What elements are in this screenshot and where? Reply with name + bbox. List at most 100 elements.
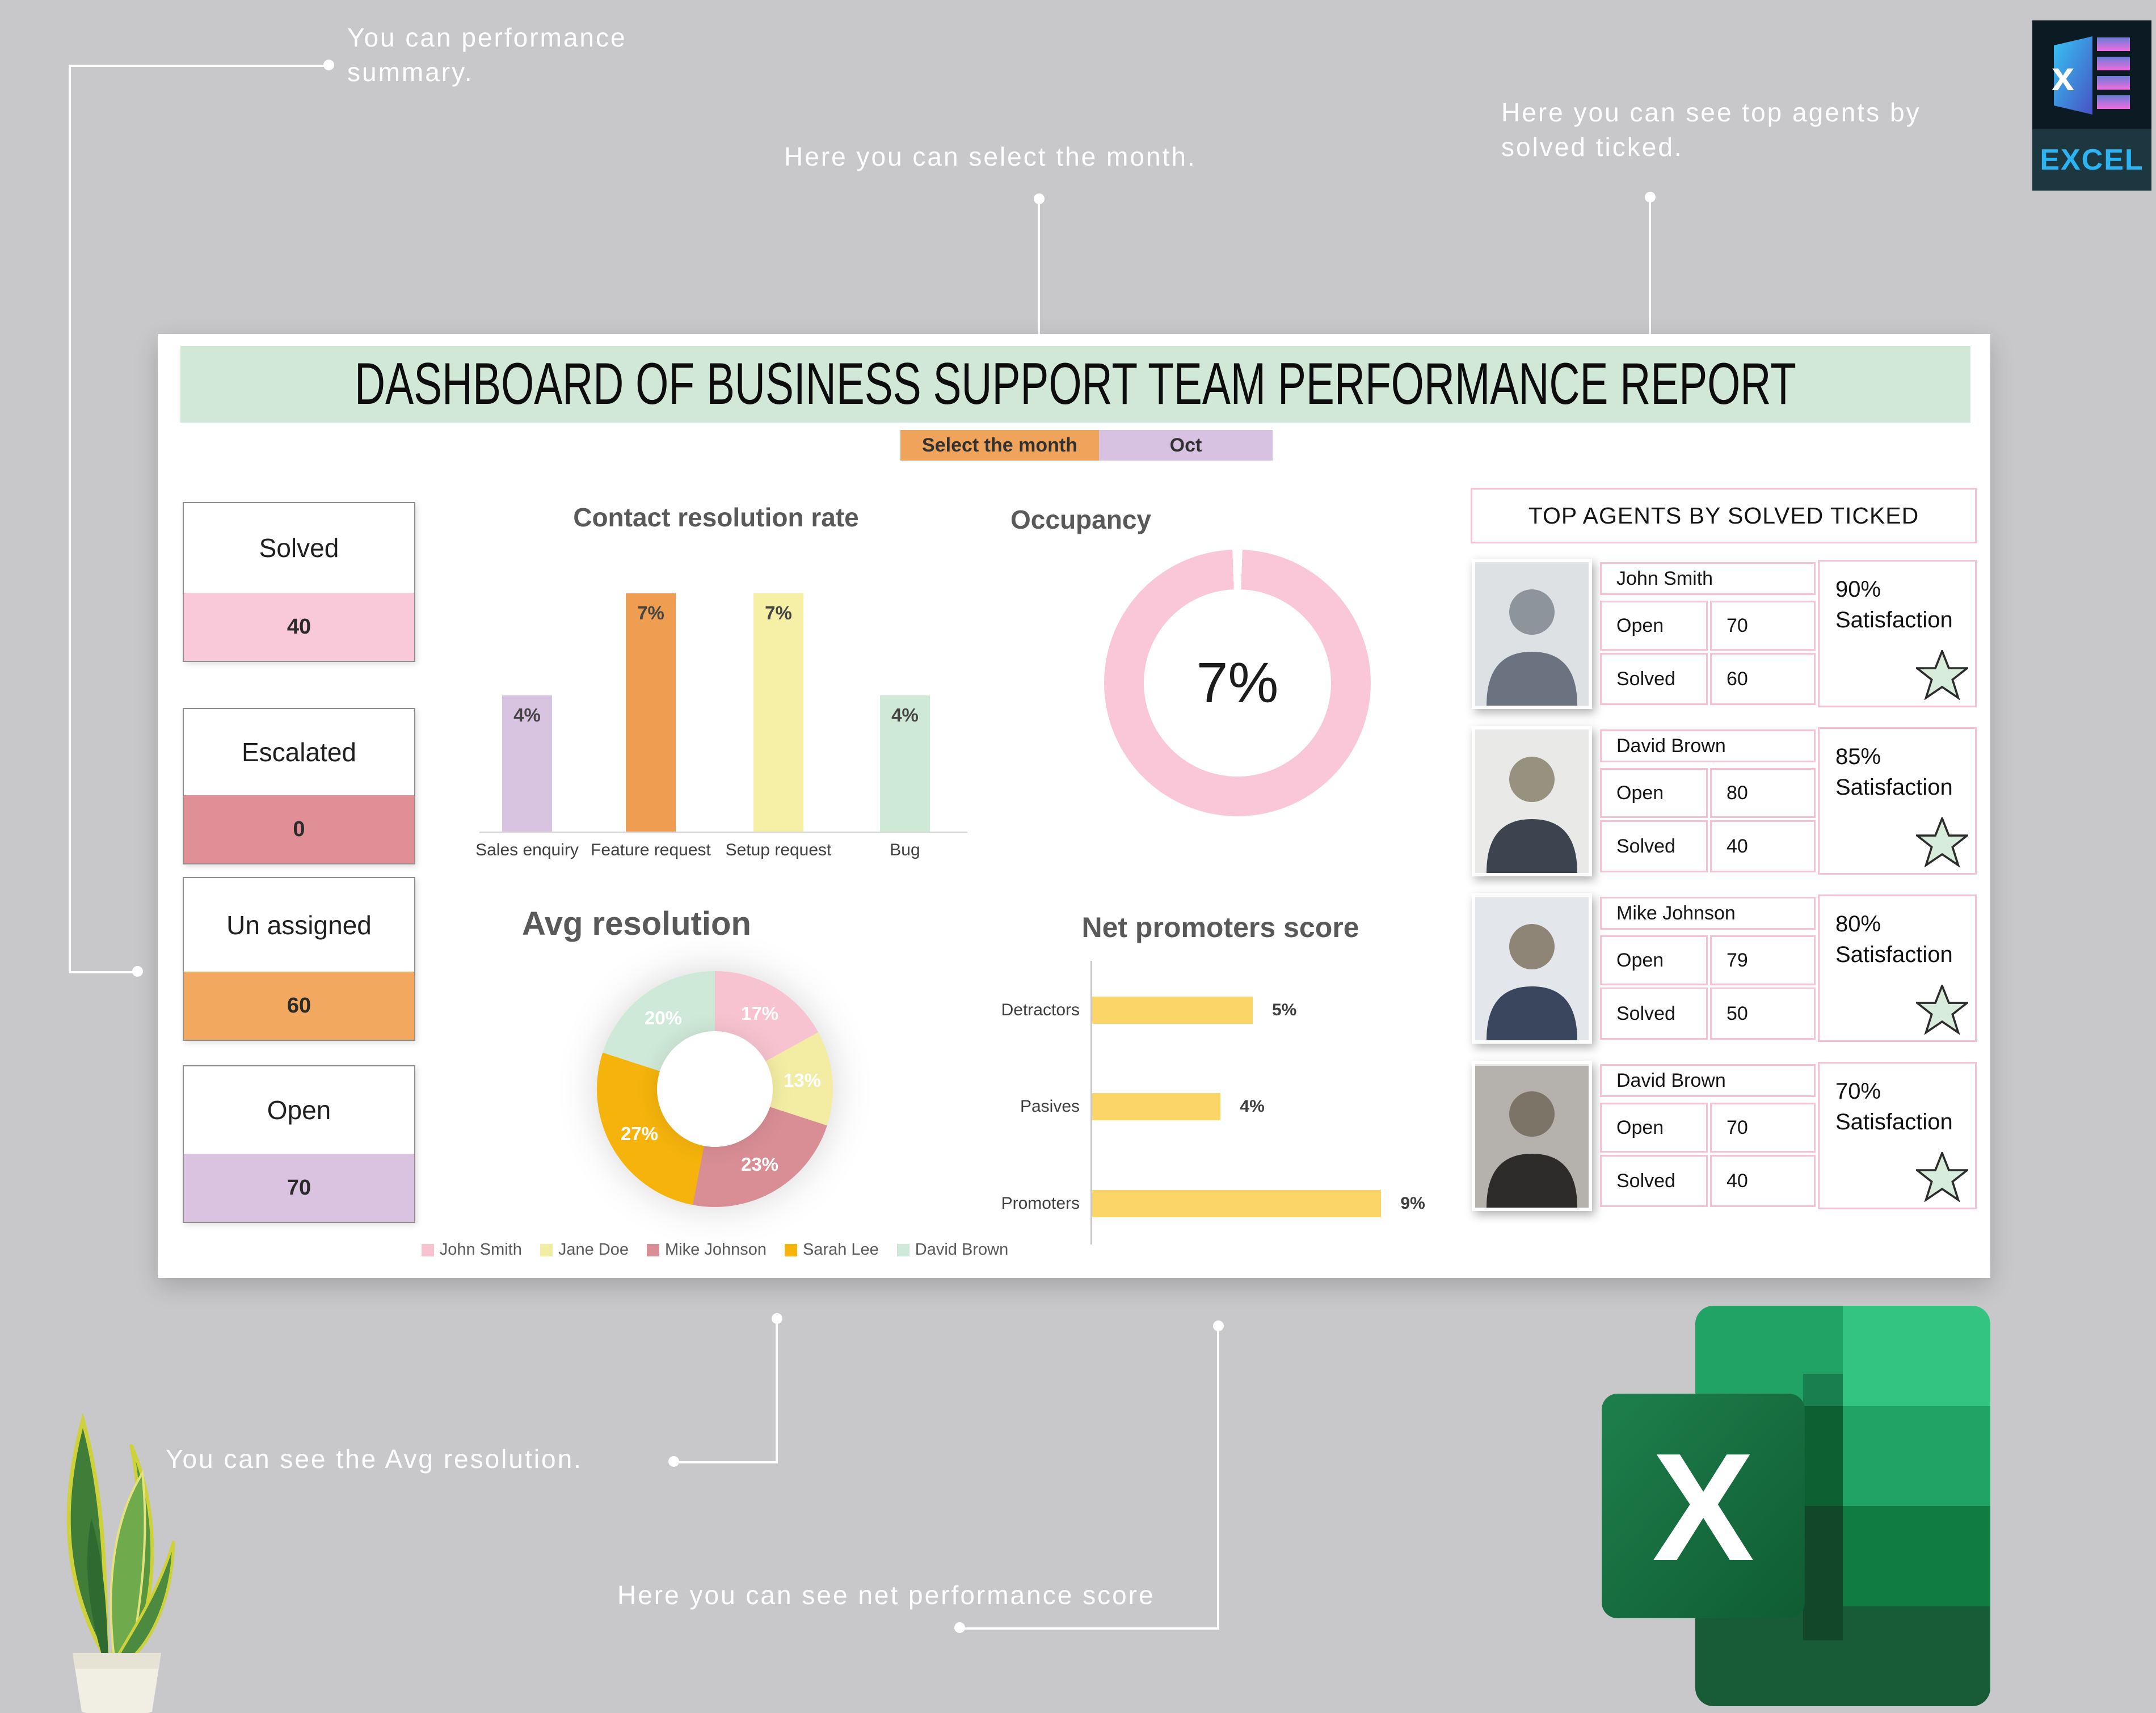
agent-solved-label: Solved xyxy=(1600,1155,1708,1207)
kpi-card-escalated: Escalated 0 xyxy=(183,708,415,864)
bar-setup-request: 7% xyxy=(753,593,803,832)
callout-line xyxy=(1649,202,1651,334)
bar-value-label: 4% xyxy=(1240,1097,1265,1116)
callout-line xyxy=(69,971,138,973)
axis-category-label: Pasives xyxy=(1020,1097,1080,1116)
excel-badge-label-area: EXCEL xyxy=(2032,129,2151,191)
axis-category-label: Setup request xyxy=(725,841,832,859)
callout-dot xyxy=(772,1313,782,1324)
satisfaction-percent: 80% xyxy=(1835,912,1881,936)
agent-name-cell: David Brown xyxy=(1600,1064,1816,1097)
callout-line xyxy=(1217,1331,1219,1630)
agent-open-value: 70 xyxy=(1710,601,1816,651)
excel-logo-graphic: X xyxy=(1602,1306,1990,1706)
satisfaction-word: Satisfaction xyxy=(1835,607,1953,632)
agent-solved-value: 50 xyxy=(1710,988,1816,1040)
satisfaction-word: Satisfaction xyxy=(1835,775,1953,800)
callout-dot xyxy=(668,1456,679,1467)
agent-open-value: 70 xyxy=(1710,1103,1816,1153)
callout-dot xyxy=(132,966,143,977)
kpi-card-solved: Solved 40 xyxy=(183,502,415,662)
kpi-card-open: Open 70 xyxy=(183,1065,415,1223)
kpi-label-area: Un assigned xyxy=(184,878,414,972)
kpi-value: 70 xyxy=(287,1175,311,1200)
annotation-net-performance: Here you can see net performance score xyxy=(617,1580,1155,1610)
axis-category-label: Bug xyxy=(890,841,920,859)
dashboard-title-banner: DASHBOARD OF BUSINESS SUPPORT TEAM PERFO… xyxy=(180,346,1970,423)
legend-item: John Smith xyxy=(421,1241,522,1259)
bar-bug: 4% xyxy=(880,695,930,832)
agent-satisfaction-box: 70% Satisfaction xyxy=(1818,1062,1977,1209)
agent-open-label: Open xyxy=(1600,935,1708,985)
legend-label: David Brown xyxy=(915,1241,1009,1259)
agent-solved-label: Solved xyxy=(1600,820,1708,872)
agent-open-label: Open xyxy=(1600,768,1708,818)
kpi-label-area: Open xyxy=(184,1066,414,1154)
legend-swatch xyxy=(421,1243,434,1256)
top-agents-title: TOP AGENTS BY SOLVED TICKED xyxy=(1471,488,1977,543)
kpi-value: 40 xyxy=(287,614,311,639)
callout-dot xyxy=(1213,1320,1224,1331)
axis-category-label: Feature request xyxy=(591,841,711,859)
person-silhouette-icon xyxy=(1475,731,1589,873)
agent-solved-value: 40 xyxy=(1710,1155,1816,1207)
legend-label: Jane Doe xyxy=(558,1241,629,1259)
callout-line xyxy=(679,1461,778,1463)
donut-hole: 7% xyxy=(1144,589,1331,777)
legend-item: Jane Doe xyxy=(540,1241,629,1259)
bar-sales-enquiry: 4% xyxy=(502,695,552,832)
avg-resolution-title: Avg resolution xyxy=(522,905,751,942)
kpi-label-area: Solved xyxy=(184,503,414,593)
legend-swatch xyxy=(896,1243,909,1256)
person-silhouette-icon xyxy=(1475,898,1589,1040)
kpi-value-area: 60 xyxy=(184,972,414,1040)
satisfaction-word: Satisfaction xyxy=(1835,942,1953,967)
annotation-avg-resolution: You can see the Avg resolution. xyxy=(166,1444,583,1474)
agent-satisfaction-box: 80% Satisfaction xyxy=(1818,895,1977,1042)
bar-value-label: 9% xyxy=(1400,1194,1425,1213)
agent-photo xyxy=(1472,1061,1592,1211)
agent-open-value: 79 xyxy=(1710,935,1816,985)
occupancy-value: 7% xyxy=(1196,651,1279,715)
axis-category-label: Detractors xyxy=(1001,1001,1080,1019)
agent-solved-label: Solved xyxy=(1600,653,1708,705)
legend-item: Mike Johnson xyxy=(647,1241,767,1259)
dashboard-title: DASHBOARD OF BUSINESS SUPPORT TEAM PERFO… xyxy=(355,351,1796,417)
kpi-label-area: Escalated xyxy=(184,709,414,795)
agent-satisfaction-box: 85% Satisfaction xyxy=(1818,727,1977,875)
callout-line xyxy=(965,1627,1219,1630)
person-silhouette-icon xyxy=(1475,564,1589,706)
callout-line xyxy=(776,1323,778,1463)
excel-badge-label: EXCEL xyxy=(2040,144,2144,176)
axis-category-label: Promoters xyxy=(1001,1194,1080,1213)
axis-category-label: Sales enquiry xyxy=(475,841,579,859)
callout-dot xyxy=(954,1622,965,1633)
agent-photo xyxy=(1472,893,1592,1044)
kpi-card-unassigned: Un assigned 60 xyxy=(183,877,415,1041)
kpi-value: 60 xyxy=(287,993,311,1018)
person-silhouette-icon xyxy=(1475,1066,1589,1208)
callout-dot xyxy=(1645,192,1656,202)
star-icon xyxy=(1916,650,1968,700)
contact-resolution-chart: 4% 7% 7% 4% Sales enquiry Feature reques… xyxy=(475,588,967,859)
annotation-performance-summary: You can performance summary. xyxy=(347,23,627,87)
bar-pasives: 4% xyxy=(1092,1093,1265,1120)
satisfaction-percent: 90% xyxy=(1835,577,1881,602)
occupancy-title: Occupancy xyxy=(1010,505,1151,534)
agent-solved-value: 40 xyxy=(1710,820,1816,872)
bar-promoters: 9% xyxy=(1092,1190,1425,1217)
agent-open-value: 80 xyxy=(1710,768,1816,818)
legend-swatch xyxy=(647,1243,660,1256)
kpi-value: 0 xyxy=(293,817,305,841)
kpi-label: Open xyxy=(267,1095,331,1125)
month-selector-value[interactable]: Oct xyxy=(1099,430,1273,461)
agent-satisfaction-box: 90% Satisfaction xyxy=(1818,560,1977,707)
agent-name-cell: John Smith xyxy=(1600,562,1816,595)
legend-label: Sarah Lee xyxy=(802,1241,879,1259)
bar-value-label: 7% xyxy=(765,602,792,623)
callout-line xyxy=(1038,204,1040,334)
bar-value-label: 4% xyxy=(891,704,919,725)
legend-label: John Smith xyxy=(439,1241,522,1259)
bar-value-label: 7% xyxy=(637,602,664,623)
